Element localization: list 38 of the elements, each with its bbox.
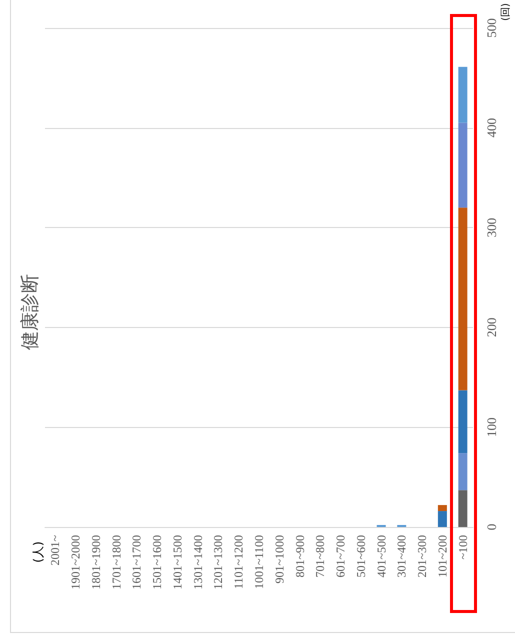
y-axis-title: (回): [500, 3, 512, 21]
x-tick-label: 801~900: [292, 535, 307, 578]
bar: [458, 390, 468, 454]
y-tick-label: 100: [484, 417, 499, 437]
bar: [458, 66, 468, 123]
y-tick-label: 500: [484, 18, 499, 38]
bar: [458, 490, 468, 527]
text: 健康診断: [19, 274, 41, 350]
x-tick-label: 201~300: [415, 535, 430, 578]
x-tick-label: 101~200: [435, 535, 450, 578]
text: (人): [31, 541, 45, 563]
bar: [438, 511, 447, 527]
x-tick-label: 1901~2000: [68, 535, 83, 590]
y-tick-label: 0: [484, 524, 499, 530]
x-tick-label: 501~600: [354, 535, 368, 578]
y-tick-label: 400: [484, 118, 499, 138]
x-tick-label: 1601~1700: [130, 535, 144, 590]
x-tick-label: 701~800: [313, 535, 328, 578]
x-tick-label: 1701~1800: [109, 535, 124, 590]
x-tick-label: 1001~1100: [252, 535, 266, 590]
x-tick-label: 1301~1400: [190, 535, 205, 590]
y-tick-label: 300: [484, 218, 499, 238]
x-tick-label: 1501~1600: [150, 535, 164, 590]
bar: [438, 505, 447, 512]
bar: [458, 453, 468, 490]
x-tick-label: 1201~1300: [211, 535, 226, 590]
x-tick-label: ~100: [456, 535, 470, 560]
x-tick-label: 2001~: [48, 534, 62, 566]
bar: [458, 122, 468, 208]
x-tick-label: 1801~1900: [88, 535, 103, 590]
x-tick-label: 301~400: [394, 535, 409, 578]
bar: [458, 208, 468, 390]
x-tick-label: 1101~1200: [232, 535, 246, 590]
x-tick-label: 601~700: [334, 535, 348, 578]
x-tick-label: 901~1000: [272, 535, 286, 584]
y-tick-label: 200: [484, 318, 499, 338]
x-tick-label: 1401~1500: [170, 535, 184, 590]
x-tick-label: 401~500: [374, 535, 388, 578]
